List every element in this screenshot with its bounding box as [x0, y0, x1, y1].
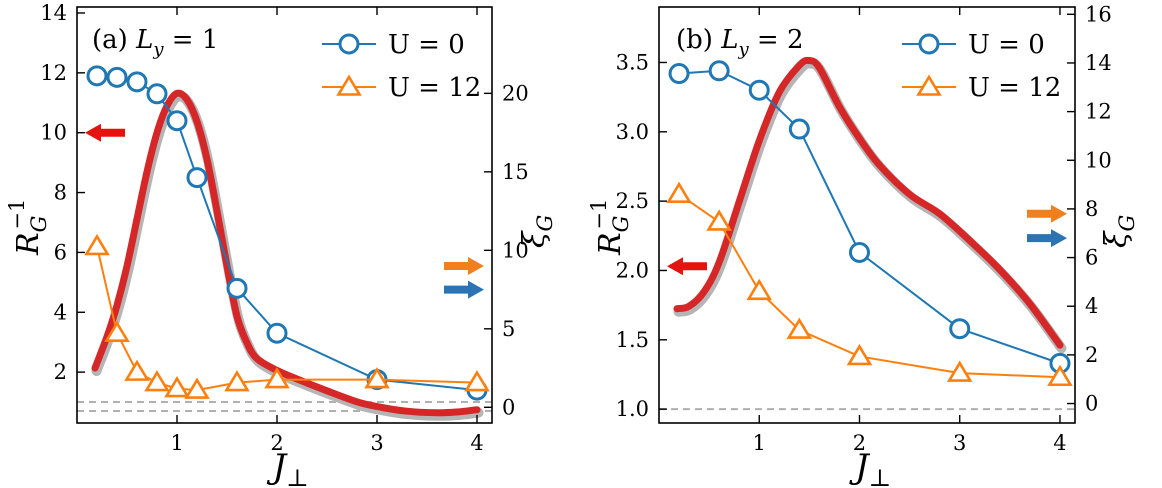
xi-curve	[91, 89, 481, 417]
data-point-u12	[144, 370, 170, 392]
y-left-tick-label: 12	[40, 61, 67, 85]
data-point-u0	[86, 65, 108, 87]
arrow-right-right	[1027, 204, 1067, 223]
data-point-u0	[949, 318, 971, 340]
y-left-tick-label: 3.0	[616, 120, 649, 144]
data-point-u0	[226, 277, 248, 299]
arrow-right-right	[1027, 229, 1067, 248]
y-right-tick-label: 14	[1085, 51, 1112, 75]
x-tick-label: 3	[953, 431, 966, 455]
y-right-tick-label: 8	[1085, 197, 1098, 221]
y-right-axis-label: ξG	[1099, 215, 1139, 248]
data-point-u0	[708, 60, 730, 82]
data-point-u12	[666, 181, 692, 203]
y-left-tick-label: 10	[40, 121, 67, 145]
x-axis-label: J⊥	[267, 447, 309, 488]
data-point-u0	[126, 71, 148, 93]
x-tick-label: 4	[470, 431, 483, 455]
y-right-tick-label: 4	[1085, 294, 1098, 318]
data-point-u12	[124, 359, 150, 381]
data-point-u0	[106, 66, 128, 88]
y-right-tick-label: 0	[502, 395, 515, 419]
legend-label-u0: U = 0	[968, 30, 1045, 60]
data-point-u0	[186, 167, 208, 189]
data-point-u0	[788, 118, 810, 140]
legend-label-u12: U = 12	[388, 73, 481, 103]
y-right-tick-label: 15	[502, 160, 529, 184]
legend-label-u12: U = 12	[968, 73, 1061, 103]
x-tick-label: 1	[753, 431, 766, 455]
arrow-left-left	[667, 257, 707, 276]
y-right-tick-label: 5	[502, 317, 515, 341]
y-right-tick-label: 16	[1085, 2, 1112, 26]
y-right-tick-label: 6	[1085, 246, 1098, 270]
x-tick-label: 4	[1053, 431, 1066, 455]
legend-marker-u12	[336, 74, 362, 96]
y-right-tick-label: 12	[1085, 100, 1112, 124]
plot-frame	[658, 6, 1076, 424]
y-right-tick-label: 10	[1085, 148, 1112, 172]
data-point-u0	[266, 322, 288, 344]
y-right-tick-label: 2	[1085, 343, 1098, 367]
data-point-u12	[706, 209, 732, 231]
data-point-u12	[786, 317, 813, 339]
xi-curve	[673, 56, 1064, 349]
data-point-u12	[946, 360, 973, 382]
y-left-tick-label: 2.5	[616, 189, 649, 213]
y-left-tick-label: 8	[54, 181, 67, 205]
data-point-u0	[748, 79, 770, 101]
data-point-u12	[104, 320, 130, 343]
data-point-u0	[668, 63, 690, 85]
arrow-right-right	[444, 280, 484, 299]
panel-title: (b) Ly = 2	[676, 25, 804, 60]
legend-marker-u0	[338, 33, 360, 55]
x-tick-label: 2	[853, 431, 866, 455]
y-left-axis-label: RG−1	[587, 199, 633, 256]
legend-marker-u12	[916, 74, 942, 96]
data-point-u12	[84, 233, 110, 256]
x-axis-label: J⊥	[849, 447, 891, 488]
x-tick-label: 1	[170, 431, 183, 455]
data-point-u0	[848, 241, 870, 263]
data-point-u12	[184, 377, 210, 399]
data-point-u12	[846, 343, 873, 366]
data-point-u12	[1047, 364, 1073, 387]
data-point-u12	[746, 278, 773, 301]
data-point-u12	[264, 367, 290, 389]
series-line-u0	[96, 74, 478, 392]
y-right-axis-label: ξG	[517, 215, 557, 248]
y-left-axis-label: RG−1	[5, 199, 51, 256]
y-right-tick-label: 0	[1085, 392, 1098, 416]
plot-frame	[76, 6, 493, 424]
x-tick-label: 2	[270, 431, 283, 455]
y-right-tick-label: 10	[502, 238, 529, 262]
y-left-tick-label: 2.0	[616, 258, 649, 282]
x-tick-label: 3	[370, 431, 383, 455]
y-left-tick-label: 6	[54, 240, 67, 264]
data-point-u0	[166, 110, 188, 132]
data-point-u12	[164, 376, 190, 398]
y-left-tick-label: 14	[40, 1, 67, 25]
y-left-tick-label: 2	[54, 360, 67, 384]
y-left-tick-label: 1.0	[616, 397, 649, 421]
panel-title: (a) Ly = 1	[92, 25, 218, 60]
data-point-u12	[224, 370, 250, 392]
y-left-tick-label: 1.5	[616, 328, 649, 352]
y-left-tick-label: 3.5	[616, 50, 649, 74]
y-right-tick-label: 20	[502, 81, 529, 105]
series-line-u12	[96, 246, 478, 392]
y-left-tick-label: 4	[54, 300, 67, 324]
legend-marker-u0	[918, 33, 940, 55]
data-point-u12	[364, 367, 390, 389]
arrow-left-left	[85, 123, 125, 142]
data-point-u12	[464, 370, 490, 392]
data-point-u0	[146, 83, 168, 105]
legend-label-u0: U = 0	[388, 30, 465, 60]
arrow-right-right	[444, 257, 484, 276]
